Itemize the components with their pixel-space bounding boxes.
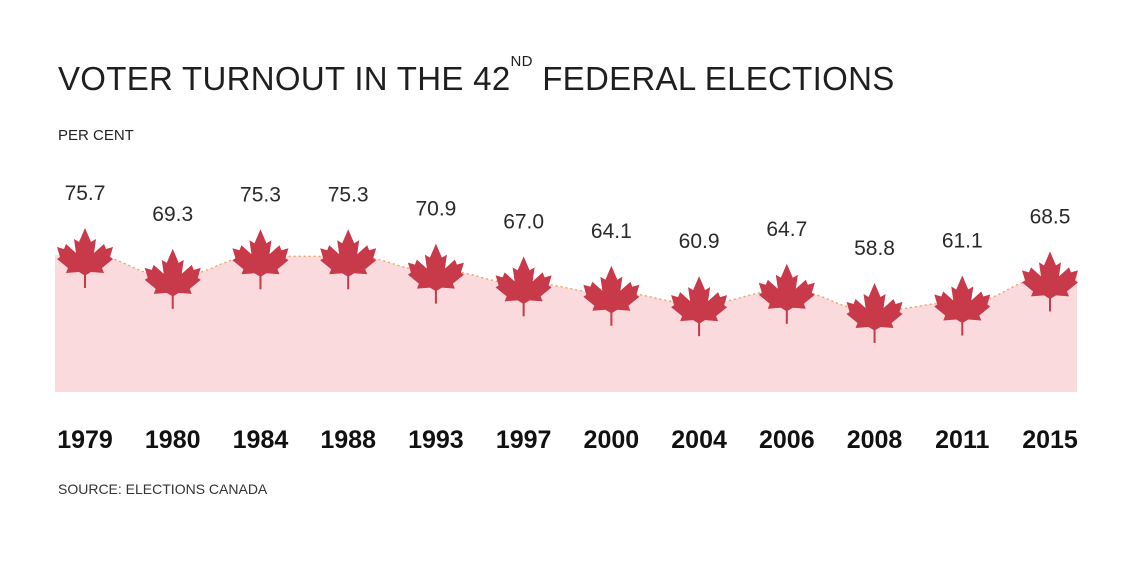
chart-title: VOTER TURNOUT IN THE 42ND FEDERAL ELECTI…: [58, 54, 895, 98]
chart-title-superscript: ND: [510, 53, 533, 70]
source-note: SOURCE: ELECTIONS CANADA: [58, 481, 268, 497]
maple-leaf-icon: [758, 263, 815, 324]
y-axis-label: PER CENT: [58, 127, 134, 144]
maple-leaf-icon: [495, 256, 552, 317]
data-label: 69.3: [152, 203, 193, 226]
x-tick-label: 2004: [671, 426, 727, 454]
data-label: 67.0: [503, 210, 544, 233]
data-label: 75.3: [328, 183, 369, 206]
maple-leaf-icon: [1022, 251, 1078, 312]
x-tick-label: 1993: [408, 426, 464, 454]
chart-title-rest: FEDERAL ELECTIONS: [532, 60, 895, 97]
data-label: 61.1: [942, 230, 983, 253]
maple-leaf-icon: [232, 229, 289, 290]
data-label: 70.9: [415, 198, 456, 221]
x-tick-label: 2011: [935, 426, 989, 454]
data-label: 75.3: [240, 183, 281, 206]
data-label: 64.1: [591, 220, 632, 243]
turnout-area: [55, 255, 1077, 392]
data-label: 68.5: [1030, 205, 1071, 228]
maple-leaf-icon: [407, 243, 464, 304]
x-tick-label: 2008: [847, 426, 903, 454]
data-label: 75.7: [65, 182, 106, 205]
x-tick-label: 1980: [145, 426, 201, 454]
maple-leaf-icon: [934, 275, 991, 336]
x-tick-label: 1984: [233, 426, 289, 454]
x-tick-label: 1979: [57, 426, 113, 454]
x-tick-label: 1997: [496, 426, 552, 454]
maple-leaf-icon: [583, 265, 640, 326]
x-tick-label: 2015: [1022, 426, 1078, 454]
x-tick-label: 2006: [759, 426, 815, 454]
chart-title-main: VOTER TURNOUT IN THE 42: [58, 60, 511, 97]
maple-leaf-icon: [671, 276, 728, 337]
maple-leaf-icon: [846, 283, 903, 343]
data-label: 58.8: [854, 237, 895, 260]
data-label: 60.9: [679, 230, 720, 253]
x-tick-label: 1988: [320, 426, 376, 454]
maple-leaf-icon: [320, 229, 377, 290]
data-label: 64.7: [766, 218, 807, 241]
x-tick-label: 2000: [584, 426, 640, 454]
maple-leaf-icon: [144, 248, 201, 309]
maple-leaf-icon: [57, 228, 113, 288]
